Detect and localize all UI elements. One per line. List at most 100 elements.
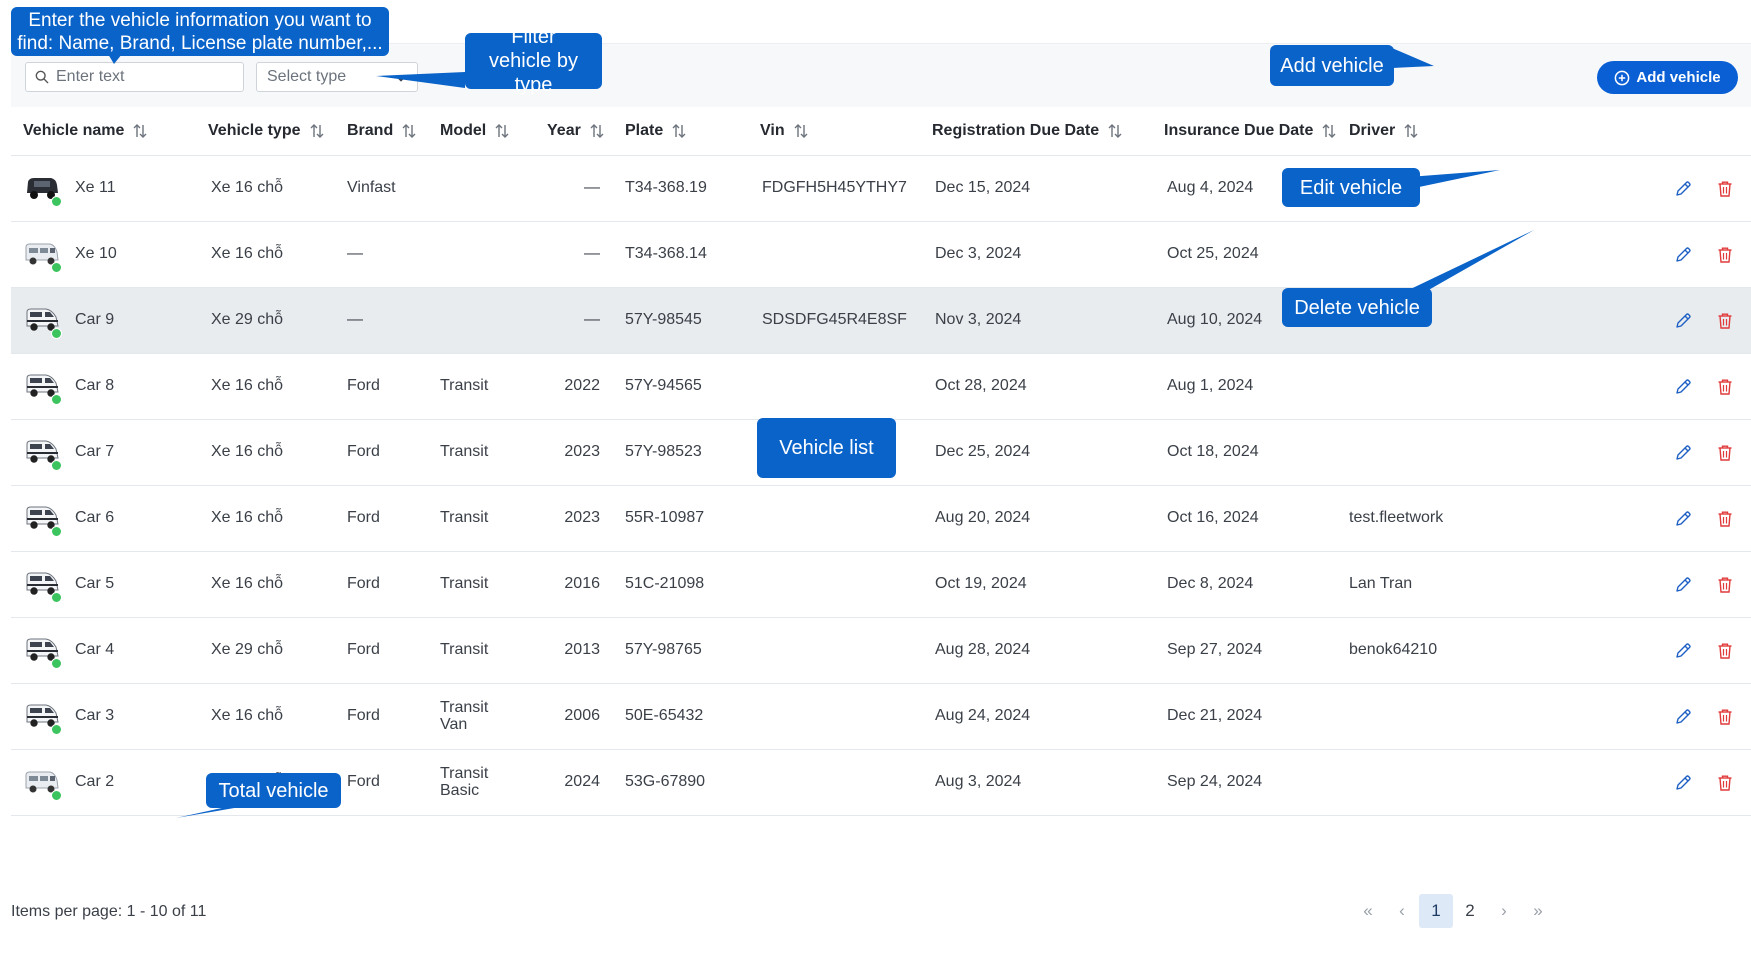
trash-icon[interactable] — [1716, 642, 1734, 660]
trash-icon[interactable] — [1716, 510, 1734, 528]
trash-icon[interactable] — [1716, 708, 1734, 726]
cell-ins: Sep 24, 2024 — [1167, 773, 1263, 790]
cell-reg: Nov 3, 2024 — [935, 311, 1022, 328]
cell-reg: Dec 3, 2024 — [935, 245, 1022, 262]
sort-icon[interactable] — [1403, 123, 1419, 139]
cell-type: Xe 16 chỗ — [211, 245, 284, 262]
cell-brand: Vinfast — [347, 179, 396, 196]
edit-icon[interactable] — [1674, 510, 1692, 528]
cell-plate: 57Y-98523 — [625, 443, 702, 460]
car-image-icon — [26, 572, 59, 595]
sort-icon[interactable] — [309, 123, 325, 139]
cell-type: Xe 29 chỗ — [211, 311, 284, 328]
column-header-type[interactable]: Vehicle type — [208, 122, 325, 140]
cell-model: Transit Basic — [440, 765, 489, 799]
table-row[interactable]: Car 6 Xe 16 chỗ Ford Transit 2023 55R-10987 Au… — [11, 486, 1751, 552]
page-2-button[interactable]: 2 — [1465, 901, 1475, 920]
status-dot — [51, 262, 62, 273]
search-input[interactable] — [56, 66, 236, 88]
table-row[interactable]: Car 8 Xe 16 chỗ Ford Transit 2022 57Y-94565 Oc… — [11, 354, 1751, 420]
table-row[interactable]: Car 5 Xe 16 chỗ Ford Transit 2016 51C-21098 Oc… — [11, 552, 1751, 618]
column-header-reg[interactable]: Registration Due Date — [932, 122, 1123, 140]
edit-icon[interactable] — [1674, 246, 1692, 264]
column-header-year[interactable]: Year — [547, 122, 605, 140]
cell-name: Xe 10 — [75, 245, 117, 262]
cell-name: Car 6 — [75, 509, 115, 526]
edit-icon[interactable] — [1674, 774, 1692, 792]
page-1-button[interactable]: 1 — [1419, 894, 1453, 928]
cell-brand: Ford — [347, 641, 380, 658]
first-page-button[interactable]: « — [1363, 901, 1373, 920]
status-dot — [51, 724, 62, 735]
column-header-label: Vehicle name — [23, 122, 125, 139]
filter-callout: Filter vehicle by type — [465, 26, 602, 96]
edit-icon[interactable] — [1674, 444, 1692, 462]
next-page-button[interactable]: › — [1501, 901, 1507, 920]
cell-brand: Ford — [347, 377, 380, 394]
sort-icon[interactable] — [1321, 123, 1337, 139]
status-dot — [51, 526, 62, 537]
car-image-icon — [26, 704, 59, 727]
trash-icon[interactable] — [1716, 180, 1734, 198]
sort-icon[interactable] — [494, 123, 510, 139]
sort-icon[interactable] — [793, 123, 809, 139]
edit-icon[interactable] — [1674, 642, 1692, 660]
table-row[interactable]: Car 3 Xe 16 chỗ Ford Transit Van 2006 50E-654… — [11, 684, 1751, 750]
trash-icon[interactable] — [1716, 444, 1734, 462]
car-image-icon — [26, 638, 59, 661]
prev-page-button[interactable]: ‹ — [1399, 901, 1405, 920]
vehicle-thumbnail — [24, 170, 62, 207]
sort-icon[interactable] — [132, 123, 148, 139]
column-header-label: Registration Due Date — [932, 122, 1100, 139]
search-box[interactable] — [25, 62, 244, 92]
edit-icon[interactable] — [1674, 180, 1692, 198]
edit-icon[interactable] — [1674, 576, 1692, 594]
column-header-vin[interactable]: Vin — [760, 122, 809, 140]
edit-icon[interactable] — [1674, 708, 1692, 726]
table-row[interactable]: Xe 11 Xe 16 chỗ Vinfast — T34-368.19 FDGFH5H4… — [11, 156, 1751, 222]
table-row[interactable]: Xe 10 Xe 16 chỗ — — T34-368.14 Dec 3, 2024 Oct… — [11, 222, 1751, 288]
edit-icon[interactable] — [1674, 312, 1692, 330]
table-body: Xe 11 Xe 16 chỗ Vinfast — T34-368.19 FDGFH5H4… — [11, 156, 1751, 816]
car-image-icon — [26, 440, 59, 463]
items-per-page-info: Items per page: 1 - 10 of 11 — [11, 903, 207, 920]
trash-icon[interactable] — [1716, 312, 1734, 330]
trash-icon[interactable] — [1716, 576, 1734, 594]
cell-ins: Oct 16, 2024 — [1167, 509, 1259, 526]
add-vehicle-button[interactable]: Add vehicle — [1597, 61, 1738, 94]
chevron-down-icon — [395, 75, 407, 82]
vehicle-thumbnail — [24, 764, 62, 801]
status-dot — [51, 394, 62, 405]
sort-icon[interactable] — [401, 123, 417, 139]
sort-icon[interactable] — [1107, 123, 1123, 139]
table-row[interactable]: Car 7 Xe 16 chỗ Ford Transit 2023 57Y-98523 De… — [11, 420, 1751, 486]
trash-icon[interactable] — [1716, 378, 1734, 396]
cell-reg: Aug 3, 2024 — [935, 773, 1022, 790]
column-header-ins[interactable]: Insurance Due Date — [1164, 122, 1337, 140]
table-row[interactable]: Car 9 Xe 29 chỗ — — 57Y-98545 SDSDFG45R4E8SF N… — [11, 288, 1751, 354]
trash-icon[interactable] — [1716, 246, 1734, 264]
table-row[interactable]: Car 4 Xe 29 chỗ Ford Transit 2013 57Y-98765 Au… — [11, 618, 1751, 684]
cell-ins: Oct 18, 2024 — [1167, 443, 1259, 460]
column-header-name[interactable]: Vehicle name — [23, 122, 148, 140]
edit-icon[interactable] — [1674, 378, 1692, 396]
column-header-label: Insurance Due Date — [1164, 122, 1314, 139]
column-header-model[interactable]: Model — [440, 122, 510, 140]
cell-model: Transit Van — [440, 699, 489, 733]
cell-name: Car 5 — [75, 575, 115, 592]
sort-icon[interactable] — [671, 123, 687, 139]
sort-icon[interactable] — [589, 123, 605, 139]
column-header-label: Year — [547, 122, 581, 139]
cell-type: Xe 16 chỗ — [211, 707, 284, 724]
column-header-plate[interactable]: Plate — [625, 122, 687, 140]
cell-ins: Aug 4, 2024 — [1167, 179, 1254, 196]
car-image-icon — [27, 178, 58, 199]
table-header: Vehicle name Vehicle type Brand Model Year Pl… — [11, 108, 1751, 156]
last-page-button[interactable]: » — [1533, 901, 1543, 920]
trash-icon[interactable] — [1716, 774, 1734, 792]
vehicle-type-select[interactable]: Select type — [256, 62, 418, 92]
column-header-label: Plate — [625, 122, 664, 139]
cell-year: 2013 — [564, 641, 600, 658]
column-header-brand[interactable]: Brand — [347, 122, 417, 140]
column-header-driver[interactable]: Driver — [1349, 122, 1419, 140]
